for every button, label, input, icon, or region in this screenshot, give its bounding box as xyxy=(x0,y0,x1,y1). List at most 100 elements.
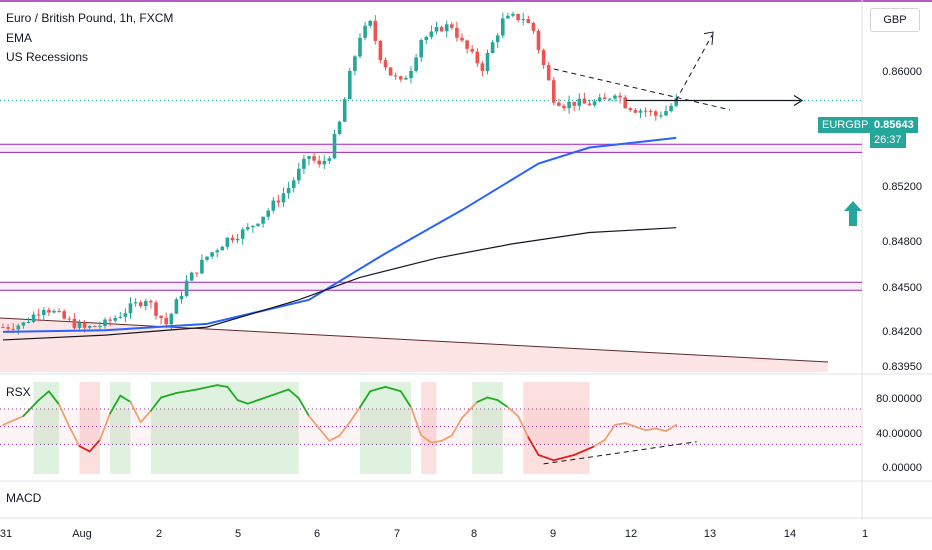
candle-body xyxy=(82,322,87,328)
candle-body xyxy=(597,97,602,102)
candle-body xyxy=(271,200,276,211)
rsx-segment xyxy=(573,445,596,456)
projection-head xyxy=(703,31,714,45)
rsx-band xyxy=(0,408,862,445)
rsx-segment xyxy=(308,415,321,430)
candle-body xyxy=(501,18,505,36)
candle-body xyxy=(205,256,209,260)
candle-body xyxy=(93,326,97,328)
rsx-segment xyxy=(461,400,479,419)
rsx-segment xyxy=(399,390,412,409)
recessions-legend[interactable]: US Recessions xyxy=(6,50,89,64)
candle-body xyxy=(103,319,107,326)
rsx-segment xyxy=(58,403,71,428)
candle-body xyxy=(1,327,5,329)
candle-body xyxy=(531,22,536,31)
candle-body xyxy=(419,39,423,58)
candle-body xyxy=(118,316,123,318)
candle-body xyxy=(643,110,648,112)
candle-body xyxy=(587,103,592,106)
candle-body xyxy=(664,111,668,116)
candle-body xyxy=(113,317,117,321)
time-tick: 9 xyxy=(549,528,557,540)
rsx-segment xyxy=(654,427,667,432)
candle-body xyxy=(174,299,179,314)
time-tick: 2 xyxy=(155,528,163,540)
rsx-segment xyxy=(506,406,519,417)
candle-body xyxy=(450,24,454,28)
rsx-segment xyxy=(2,415,25,426)
candle-body xyxy=(302,158,306,169)
rsx-segment xyxy=(109,394,122,415)
candle-body xyxy=(495,35,500,43)
candle-body xyxy=(603,97,607,100)
candle-body xyxy=(225,237,230,247)
candle-body xyxy=(342,99,347,122)
candle-body xyxy=(363,25,367,38)
ema-legend[interactable]: EMA xyxy=(6,31,33,45)
candle-body xyxy=(659,115,663,117)
candle-body xyxy=(444,24,449,32)
rsx-segment xyxy=(410,406,423,437)
support-zone xyxy=(0,144,862,153)
candle-body xyxy=(11,328,15,330)
candle-body xyxy=(429,31,434,37)
price-tick: 0.84200 xyxy=(882,326,922,338)
candle-body xyxy=(281,193,286,203)
time-tick: 13 xyxy=(703,528,717,540)
time-tick: 12 xyxy=(624,528,638,540)
candle-body xyxy=(368,20,372,26)
rsx-segment xyxy=(48,390,60,406)
price-tick: 0.84800 xyxy=(882,236,922,248)
candle-body xyxy=(291,180,296,189)
candle-body xyxy=(383,60,388,68)
price-tick: 0.85200 xyxy=(882,181,922,193)
candle-body xyxy=(16,325,21,330)
candle-body xyxy=(67,318,72,320)
time-tick: 14 xyxy=(783,528,797,540)
rsx-segment xyxy=(634,425,647,432)
arrow-head xyxy=(793,95,804,107)
rsx-segment xyxy=(318,427,331,442)
candle-body xyxy=(618,95,622,98)
candle-body xyxy=(144,300,148,307)
rsx-segment xyxy=(476,396,489,403)
macd-title: MACD xyxy=(6,491,42,505)
candle-body xyxy=(57,311,61,313)
candle-body xyxy=(47,309,51,313)
price-tick: 0.83950 xyxy=(882,361,922,373)
currency-button[interactable]: GBP xyxy=(870,8,920,32)
candle-body xyxy=(337,121,342,134)
candle-body xyxy=(189,272,194,281)
candle-body xyxy=(230,237,235,241)
candle-body xyxy=(348,70,352,100)
candle-body xyxy=(322,160,327,165)
time-tick: 5 xyxy=(234,528,242,540)
candle-body xyxy=(184,280,189,296)
candle-body xyxy=(36,314,41,316)
candle-body xyxy=(592,101,597,106)
candle-body xyxy=(98,325,102,327)
candle-body xyxy=(485,52,490,71)
rsx-segment xyxy=(420,434,433,444)
candle-body xyxy=(414,57,418,71)
rsx-segment xyxy=(99,412,111,441)
candle-body xyxy=(77,322,82,328)
rsx-tick: 80.00000 xyxy=(876,393,922,405)
candle-body xyxy=(460,37,464,41)
rsx-zone-highlight xyxy=(150,382,299,474)
rsx-zone-highlight xyxy=(472,382,503,474)
rsx-segment xyxy=(593,439,606,448)
trend-area xyxy=(0,318,828,372)
candle-body xyxy=(536,30,541,50)
time-tick: 7 xyxy=(393,528,401,540)
rsx-segment xyxy=(486,396,499,402)
rsx-segment xyxy=(149,396,163,412)
rsx-segment xyxy=(614,422,627,426)
rsx-segment xyxy=(297,397,310,417)
price-tag: 0.85643 xyxy=(870,117,918,133)
candle-body xyxy=(434,26,439,32)
rsx-segment xyxy=(160,392,178,399)
candle-body xyxy=(516,13,520,21)
